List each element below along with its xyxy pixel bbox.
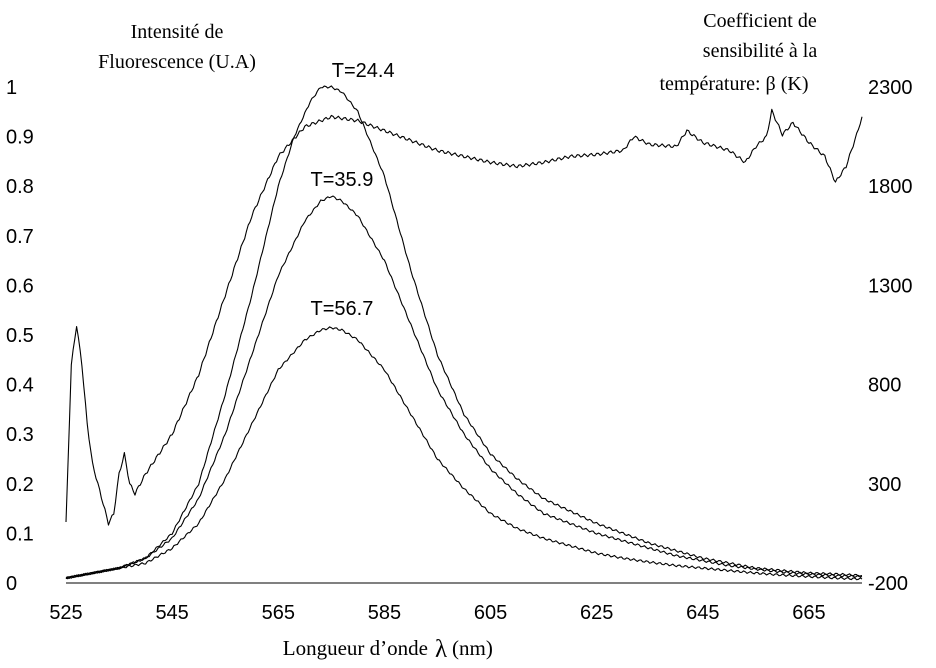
- y-right-tick-label: 2300: [868, 77, 913, 99]
- x-tick-label: 625: [580, 602, 613, 624]
- y-left-tick-label: 0.7: [6, 226, 34, 248]
- curve-annotations: T=24.4 T=35.9 T=56.7: [311, 60, 395, 320]
- x-axis-title-unit: (nm): [452, 636, 493, 660]
- y-right-tick-label: 800: [868, 375, 901, 397]
- right-axis-title-line-1: Coefficient de: [703, 10, 817, 32]
- y-right-tick-label: -200: [868, 573, 908, 595]
- y-left-tick-label: 0.5: [6, 325, 34, 347]
- y-left-tick-label: 1: [6, 77, 17, 99]
- right-axis-title-line-2: sensibilité à la: [703, 40, 818, 62]
- y-left-tick-label: 0.6: [6, 275, 34, 297]
- y-left-tick-label: 0.2: [6, 474, 34, 496]
- y-left-tick-label: 0.4: [6, 375, 34, 397]
- series-line: [65, 108, 863, 526]
- x-axis-title: Longueur d’onde λ (nm): [283, 636, 493, 663]
- x-tick-label: 665: [792, 602, 825, 624]
- x-axis-title-prefix: Longueur d’onde: [283, 636, 428, 660]
- series-line: [65, 326, 863, 581]
- series-line: [65, 195, 863, 579]
- left-axis-title: Intensité de Fluorescence (U.A): [98, 21, 256, 73]
- y-right-tick-label: 1300: [868, 275, 913, 297]
- y-right-tick-label: 300: [868, 474, 901, 496]
- series-line: [65, 85, 863, 579]
- left-axis-title-line-2: Fluorescence (U.A): [98, 51, 256, 73]
- x-tick-label: 545: [155, 602, 188, 624]
- y-left-tick-label: 0.3: [6, 424, 34, 446]
- right-axis-title: Coefficient de sensibilité à la températ…: [660, 10, 818, 95]
- x-tick-label: 565: [262, 602, 295, 624]
- x-axis-title-lambda: λ: [435, 636, 447, 663]
- y-left-tick-labels: 0 0.1 0.2 0.3 0.4 0.5 0.6 0.7 0.8 0.9 1: [6, 77, 34, 595]
- right-axis-title-line-3: température: β (K): [660, 73, 809, 95]
- y-left-tick-label: 0.9: [6, 127, 34, 149]
- series-lines: [65, 85, 863, 581]
- x-tick-label: 645: [686, 602, 719, 624]
- y-left-tick-label: 0.8: [6, 176, 34, 198]
- x-tick-label: 525: [49, 602, 82, 624]
- y-left-tick-label: 0: [6, 573, 17, 595]
- left-axis-title-line-1: Intensité de: [131, 21, 224, 43]
- y-left-tick-label: 0.1: [6, 523, 34, 545]
- curve-label: T=24.4: [332, 60, 395, 82]
- curve-label: T=56.7: [311, 298, 374, 320]
- x-tick-label: 605: [474, 602, 507, 624]
- x-tick-label: 585: [368, 602, 401, 624]
- y-right-tick-labels: -200 300 800 1300 1800 2300: [868, 77, 913, 595]
- curve-label: T=35.9: [311, 169, 374, 191]
- y-right-tick-label: 1800: [868, 176, 913, 198]
- x-tick-labels: 525 545 565 585 605 625 645 665: [49, 602, 825, 624]
